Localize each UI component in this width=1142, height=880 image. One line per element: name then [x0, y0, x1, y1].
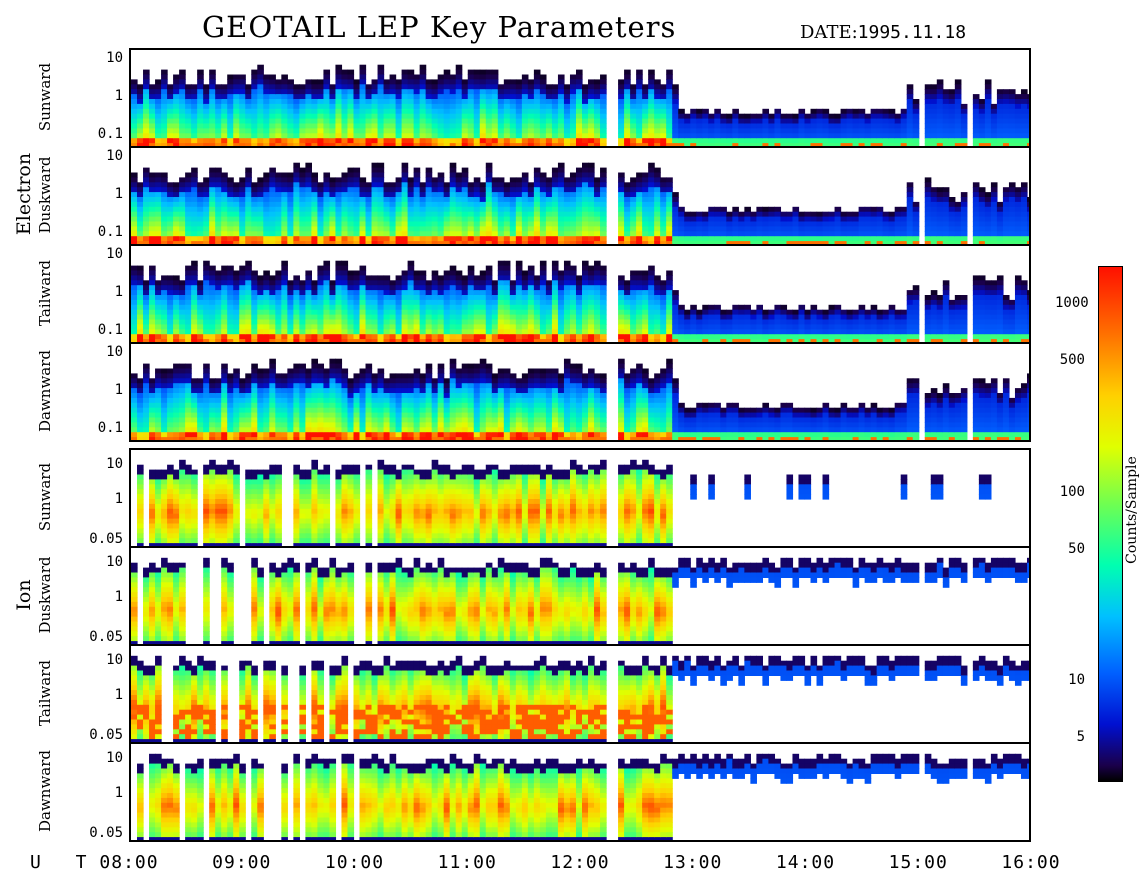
- x-tick-label: 15:00: [888, 852, 948, 873]
- spectrogram-image: [131, 64, 1029, 146]
- panel-label: Dawnward: [36, 349, 54, 433]
- y-tick-label: 0.05: [89, 629, 123, 645]
- x-tick-label: 16:00: [1001, 852, 1061, 873]
- y-tick-label: 1: [114, 491, 123, 508]
- spectrogram-image: [131, 358, 1029, 440]
- panel-label: Tailward: [36, 660, 54, 726]
- spectrogram-panel-electron-duskward: [129, 146, 1031, 246]
- y-tick-label: 0.05: [89, 531, 123, 547]
- x-tick-label: 10:00: [324, 852, 385, 873]
- spectrogram-image: [131, 162, 1029, 244]
- panel-label: Tailward: [36, 260, 54, 326]
- x-tick-label: 09:00: [212, 852, 272, 873]
- chart-title: GEOTAIL LEP Key Parameters: [202, 10, 677, 44]
- colorbar-tick-label: 1000: [1055, 295, 1089, 312]
- colorbar-tick-label: 5: [1076, 729, 1085, 746]
- x-tick-label: 08:00: [99, 852, 159, 873]
- y-tick-label: 1: [114, 284, 123, 300]
- y-tick-label: 10: [106, 344, 123, 361]
- y-tick-label: 0.1: [97, 321, 123, 338]
- y-tick-label: 1: [114, 186, 123, 202]
- colorbar-tick-label: 50: [1068, 540, 1085, 557]
- colorbar-tick-label: 100: [1059, 483, 1085, 500]
- spectrogram-image: [137, 753, 1029, 840]
- y-tick-label: 10: [106, 246, 123, 263]
- colorbar-tick-label: 10: [1068, 672, 1085, 689]
- ut-axis-label: U T: [30, 852, 99, 873]
- y-tick-label: 1: [114, 687, 123, 704]
- y-tick-label: 10: [106, 651, 123, 668]
- date-value: 1995.11.18: [857, 22, 967, 43]
- spectrogram-panel-ion-duskward: [129, 546, 1031, 646]
- panel-label: Dawnward: [36, 749, 54, 833]
- y-tick-label: 1: [114, 382, 123, 398]
- x-tick-label: 11:00: [437, 852, 497, 873]
- spectrogram-panel-ion-tailward: [129, 644, 1031, 744]
- y-tick-label: 10: [106, 148, 123, 165]
- x-tick-label: 12:00: [550, 852, 610, 873]
- x-tick-label: 14:00: [775, 852, 836, 873]
- y-tick-label: 1: [114, 785, 123, 802]
- group-label-ion: Ion: [13, 579, 35, 611]
- y-tick-label: 0.1: [97, 223, 123, 240]
- spectrogram-panel-ion-sunward: [129, 448, 1031, 548]
- spectrogram-panel-electron-tailward: [129, 244, 1031, 344]
- date-readout: DATE:1995.11.18: [800, 22, 966, 43]
- panel-label: Duskward: [36, 156, 54, 234]
- y-tick-label: 10: [106, 50, 123, 67]
- date-label: DATE:: [800, 22, 858, 43]
- spectrogram-image: [137, 459, 992, 546]
- y-tick-label: 1: [114, 88, 123, 104]
- x-tick-label: 13:00: [663, 852, 723, 873]
- y-tick-label: 0.1: [97, 125, 123, 142]
- panel-label: Sunward: [36, 62, 54, 132]
- spectrogram-image: [131, 260, 1029, 342]
- y-tick-label: 10: [106, 749, 123, 766]
- y-tick-label: 1: [114, 589, 123, 606]
- spectrogram-panel-ion-dawnward: [129, 742, 1031, 842]
- y-tick-label: 10: [106, 553, 123, 570]
- spectrogram-image: [131, 655, 1029, 742]
- panel-label: Sunward: [36, 462, 54, 532]
- spectrogram-panel-electron-sunward: [129, 48, 1031, 148]
- colorbar-tick-label: 500: [1059, 352, 1085, 369]
- spectrogram-panel-electron-dawnward: [129, 342, 1031, 442]
- spectrogram-image: [131, 557, 1029, 644]
- y-tick-label: 10: [106, 455, 123, 472]
- y-tick-label: 0.05: [89, 727, 123, 743]
- colorbar-label: Counts/Sample: [1124, 456, 1140, 564]
- y-tick-label: 0.1: [97, 419, 123, 436]
- group-label-electron: Electron: [13, 152, 35, 236]
- panel-label: Duskward: [36, 556, 54, 634]
- y-tick-label: 0.05: [89, 825, 123, 841]
- colorbar: [1098, 266, 1123, 782]
